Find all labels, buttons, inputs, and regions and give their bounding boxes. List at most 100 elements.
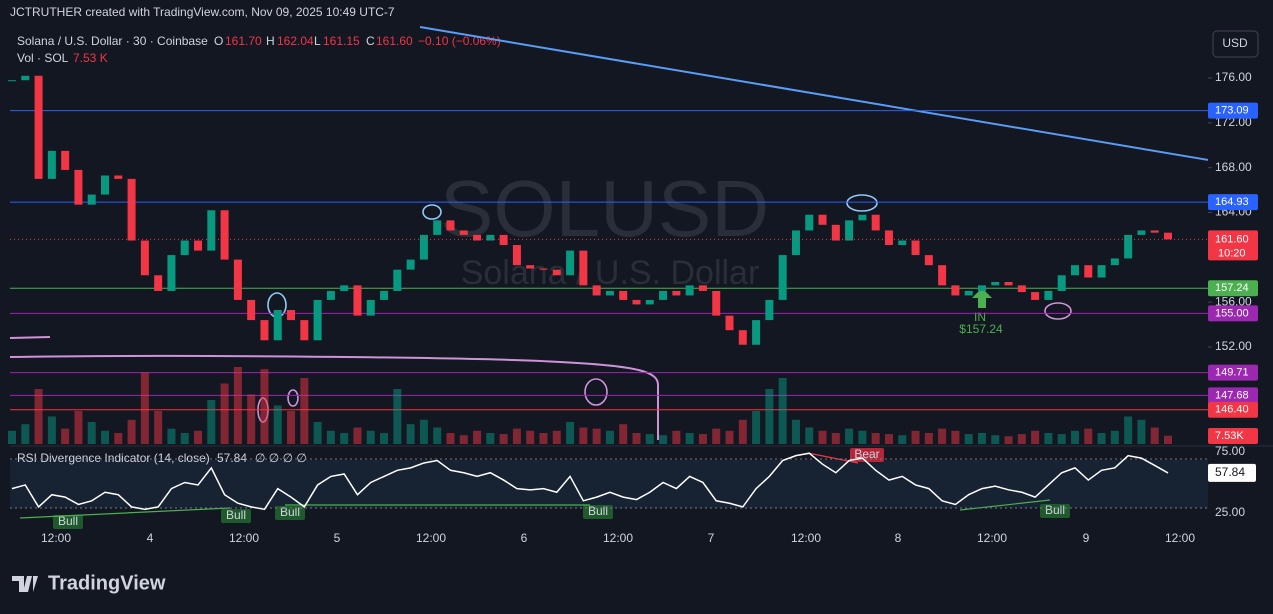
volume-bar [1017,434,1026,444]
x-tick-label: 7 [708,531,715,545]
volume-bar [300,378,309,444]
level-label: 164.93 [1215,196,1249,208]
trendline [419,26,1209,161]
volume-bar [831,433,840,444]
currency-button[interactable] [1212,30,1259,58]
candle [791,230,800,256]
currency: USD [1222,36,1248,50]
logo-mark [12,576,38,592]
signal: Bull [280,505,300,519]
volume-bar [220,383,229,444]
volume-bar [1070,430,1079,444]
level-box [1208,387,1258,404]
candle [592,285,601,296]
candle [605,290,614,296]
candle [101,175,110,195]
circle [584,378,608,406]
y-tick-label: 156.00 [1215,294,1252,308]
candle [406,259,415,270]
x-tick-label: 12:00 [416,531,446,545]
candle [313,299,322,341]
candle [871,214,880,231]
x-tick-label: 5 [334,531,341,545]
candle [380,290,389,300]
candle [526,265,535,269]
volume-bar [194,430,203,444]
level-box [1208,102,1258,119]
o: 161.70 [225,34,262,48]
last-price-label: 161.60 [1215,233,1249,245]
volume-bar [858,430,867,444]
volume-bar [1137,419,1146,444]
x-tick-label: 12:00 [977,531,1007,545]
y-tick-label: 152.00 [1215,339,1252,353]
level-box [1208,401,1258,418]
volume-bar [911,430,920,444]
volume-bar [366,430,375,444]
candle [831,224,840,241]
candle [685,285,694,296]
candle [433,220,442,235]
legend: Solana / U.S. Dollar · 30 · Coinbase O 1… [17,34,501,65]
candle [393,269,402,291]
candle [1137,230,1146,235]
volume-bar [167,428,176,444]
candle [499,234,508,246]
candle [566,250,575,276]
candle [61,150,70,170]
watermark: SOLUSD [440,164,769,253]
volume-bar [233,367,242,444]
volume-bar [207,400,216,444]
volume-bar [991,435,1000,444]
divergence-line [807,452,859,464]
volume-bar [1110,430,1119,444]
level-label: 147.68 [1215,389,1249,401]
candle [247,299,256,321]
volume-bar [951,430,960,444]
candle [938,265,947,286]
candle [512,245,521,266]
candle [818,214,827,225]
volume-bar [712,428,721,444]
signal-box [275,506,305,520]
x-tick-label: 12:00 [791,531,821,545]
vol-label: Vol · SOL [17,51,69,65]
candle [964,290,973,296]
candle [924,255,933,266]
volume-bar [512,428,521,444]
annotation-price: $157.24 [959,322,1003,336]
signal: Bull [226,508,246,522]
l: 161.15 [323,34,360,48]
candle [326,290,335,300]
volume-bar [353,427,362,444]
signal-box [221,509,251,523]
signal: Bull [588,504,608,518]
candle [991,281,1000,286]
level-label: 149.71 [1215,367,1249,379]
candle [220,210,229,260]
signal-box [1040,504,1070,518]
volume-bar [924,433,933,444]
candle [140,240,149,276]
volume-bar [406,424,415,444]
symbol: Solana / U.S. Dollar · 30 · Coinbase [17,34,208,48]
volume-bar [287,411,296,444]
volume-bar [791,419,800,444]
volume-bar [1150,427,1159,444]
volume-bar [499,434,508,444]
candle [672,290,681,296]
candle [287,310,296,321]
volume-bar [552,430,561,444]
candle [552,269,561,276]
candle [659,290,668,300]
candle [632,299,641,305]
volume-bar [486,433,495,444]
rsi-line [11,452,1169,511]
x-tick-label: 9 [1083,531,1090,545]
circle [1044,302,1072,320]
volume-bar [154,411,163,444]
x-tick-label: 4 [147,531,154,545]
x-tick-label: 6 [521,531,528,545]
x-tick-label: 12:00 [229,531,259,545]
